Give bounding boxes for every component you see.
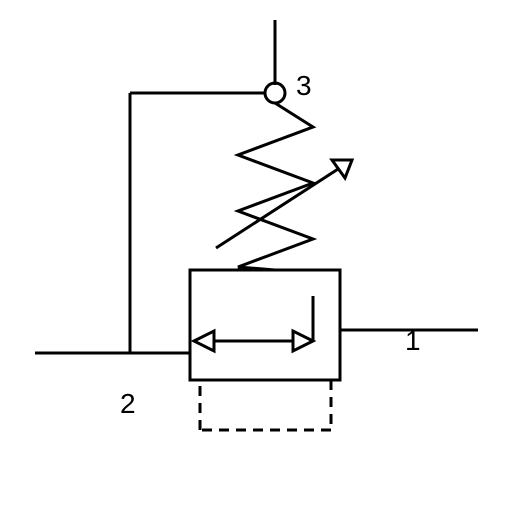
port-1-label: 1 — [405, 325, 421, 357]
valve-schematic — [0, 0, 510, 510]
port-3-label: 3 — [296, 70, 312, 102]
port-2-label: 2 — [120, 388, 136, 420]
